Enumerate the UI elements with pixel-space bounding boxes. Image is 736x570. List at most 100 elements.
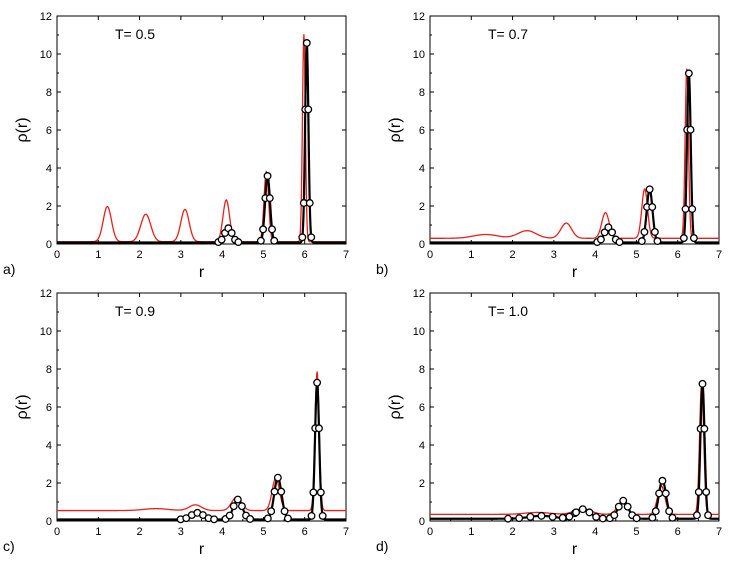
data-point (237, 502, 246, 511)
plot-frame (429, 15, 720, 245)
series-line-0 (56, 371, 347, 512)
plot-frame (56, 292, 347, 522)
x-tick-label: 5 (633, 249, 639, 261)
x-tick-label: 3 (178, 526, 184, 538)
temperature-annotation: T= 0.7 (488, 26, 528, 42)
data-point (596, 235, 605, 244)
y-axis-label: ρ(r) (14, 117, 31, 142)
data-point (615, 238, 624, 247)
x-tick-label: 1 (468, 526, 474, 538)
data-point (600, 228, 609, 237)
data-point (698, 379, 707, 388)
data-point (686, 125, 695, 134)
data-point (661, 489, 670, 498)
data-point (668, 513, 677, 522)
panel-label: b) (376, 261, 388, 277)
y-tick-label: 8 (46, 364, 52, 376)
x-tick-label: 6 (675, 249, 681, 261)
x-tick-label: 5 (260, 526, 266, 538)
x-tick-label: 0 (427, 249, 433, 261)
x-tick-label: 4 (592, 249, 598, 261)
series-line-1 (429, 382, 720, 520)
y-tick-label: 6 (46, 125, 52, 137)
x-tick-label: 2 (510, 249, 516, 261)
x-tick-label: 5 (633, 526, 639, 538)
x-tick-label: 0 (54, 249, 60, 261)
data-point (302, 39, 311, 47)
panel-label: d) (376, 538, 388, 554)
y-tick-label: 12 (413, 11, 425, 23)
data-point (305, 199, 314, 207)
data-point (655, 489, 664, 498)
data-point (268, 225, 276, 234)
data-point (651, 507, 660, 516)
data-point (537, 511, 546, 520)
data-point (604, 223, 613, 232)
y-tick-label: 4 (46, 163, 52, 175)
x-tick-label: 3 (178, 249, 184, 261)
x-tick-label: 1 (95, 526, 101, 538)
x-tick-label: 2 (510, 526, 516, 538)
x-tick-label: 2 (137, 526, 143, 538)
data-point (623, 502, 632, 511)
data-point (572, 508, 581, 517)
data-point (267, 507, 276, 516)
data-point (270, 487, 279, 496)
data-point (515, 514, 524, 523)
x-tick-label: 2 (137, 249, 143, 261)
series-line-0 (429, 382, 720, 515)
y-tick-label: 6 (46, 402, 52, 414)
x-tick-label: 4 (219, 526, 225, 538)
y-tick-label: 0 (46, 516, 52, 528)
data-point (229, 502, 238, 511)
series-line-0 (429, 68, 720, 239)
data-point (234, 238, 243, 247)
x-tick-label: 7 (343, 526, 349, 538)
y-tick-label: 2 (419, 201, 425, 213)
y-axis-label: ρ(r) (387, 117, 404, 142)
y-tick-label: 2 (46, 201, 52, 213)
data-point (313, 378, 322, 387)
temperature-annotation: T= 0.9 (115, 303, 155, 319)
data-point (283, 514, 292, 523)
data-point (217, 235, 226, 244)
data-point (227, 229, 236, 237)
data-point (598, 514, 607, 523)
data-point (307, 511, 316, 520)
data-point (585, 508, 594, 517)
x-tick-label: 1 (95, 249, 101, 261)
data-point (704, 511, 713, 520)
data-point (263, 514, 272, 523)
y-tick-label: 12 (40, 288, 52, 300)
y-tick-label: 0 (419, 239, 425, 251)
series-line-1 (56, 381, 347, 521)
y-tick-label: 6 (419, 402, 425, 414)
y-tick-label: 0 (419, 516, 425, 528)
y-tick-label: 10 (413, 49, 425, 61)
data-point (316, 488, 325, 497)
data-point (558, 513, 567, 522)
x-tick-label: 1 (468, 249, 474, 261)
y-tick-label: 8 (46, 87, 52, 99)
series-line-1 (56, 41, 347, 244)
data-point (315, 424, 323, 433)
data-point (665, 507, 674, 516)
data-point (225, 511, 234, 520)
x-tick-label: 4 (219, 249, 225, 261)
data-point (256, 236, 265, 245)
data-point (270, 236, 279, 245)
y-tick-label: 0 (46, 239, 52, 251)
data-point (608, 228, 617, 237)
data-point (692, 511, 701, 520)
data-point (648, 203, 657, 211)
data-point (548, 512, 557, 521)
x-tick-label: 0 (427, 526, 433, 538)
x-tick-label: 0 (54, 526, 60, 538)
data-point (610, 511, 619, 520)
data-point (645, 185, 654, 194)
y-tick-label: 4 (46, 440, 52, 452)
